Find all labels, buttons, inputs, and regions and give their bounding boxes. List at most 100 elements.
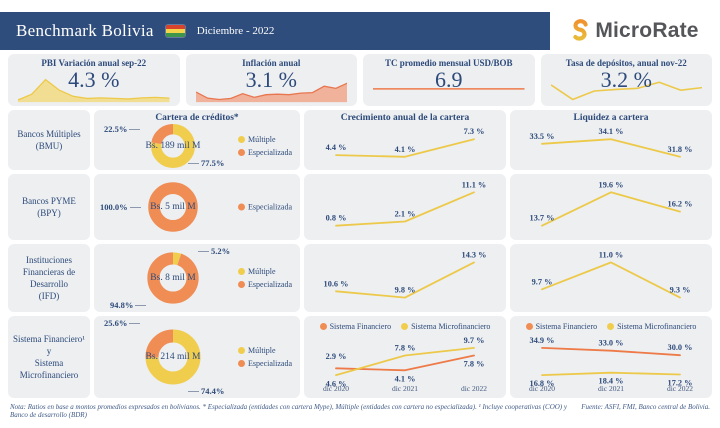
row-label-card: Bancos PYME (BPY) — [8, 174, 90, 240]
line-chart: 13.7 % 19.6 % 16.2 % — [530, 180, 692, 227]
legend-item: Especializada — [238, 203, 292, 212]
callout-text: 25.6% — [104, 318, 128, 328]
sparkline-svg — [551, 73, 703, 103]
data-point-label: 9.3 % — [670, 286, 691, 295]
legend-label: Especializada — [248, 359, 292, 368]
kpi-card: PBI Variación anual sep-22 4.3 % — [8, 54, 180, 106]
legend-item: Sistema Microfinanciero — [401, 322, 490, 331]
line-chart: 0.8 % 2.1 % 11.1 % — [326, 180, 486, 227]
sparkline-svg — [196, 73, 348, 103]
header-left: Benchmark Bolivia Diciembre - 2022 — [0, 12, 550, 50]
source-note: Fuente: ASFI, FMI, Banco central de Boli… — [581, 403, 710, 411]
liquidity-card-content: 33.5 % 34.1 % 31.8 % — [514, 125, 708, 167]
legend-label: Especializada — [248, 148, 292, 157]
legend-item: Múltiple — [238, 267, 292, 276]
data-point-label: 33.0 % — [599, 339, 624, 348]
sparkline-svg — [373, 73, 525, 103]
legend-item: Múltiple — [238, 346, 292, 355]
callout-line — [129, 206, 141, 208]
donut-callout: 5.2% — [196, 246, 230, 256]
data-point-label: 4.6 % — [326, 379, 347, 388]
callout-text: 22.5% — [104, 124, 128, 134]
legend-dot — [238, 203, 246, 211]
data-point-label: 31.8 % — [668, 145, 693, 154]
donut-chart — [147, 252, 199, 304]
data-point-label: 33.5 % — [530, 132, 555, 141]
donut-callout: 100.0% — [100, 202, 143, 212]
data-point-label: 30.0 % — [668, 343, 693, 352]
callout-text: 5.2% — [211, 246, 231, 256]
data-point-label: 16.8 % — [530, 379, 555, 388]
legend-item: Especializada — [238, 280, 292, 289]
kpi-value: 4.3 % — [68, 67, 120, 92]
legend-item: Sistema Financiero — [319, 322, 392, 331]
liquidity-card-content: Sistema Financiero Sistema Microfinancier… — [514, 319, 708, 395]
data-point-label: 0.8 % — [326, 214, 347, 223]
donut-legend: Múltiple Especializada — [238, 135, 292, 157]
growth-card-content: 10.6 % 9.8 % 14.3 % — [308, 247, 502, 309]
donut-legend: Múltiple Especializada — [238, 267, 292, 289]
donut-card: Cartera de créditos* Bs. 189 mil M 22.5% 77… — [94, 110, 300, 170]
footnote: Nota: Ratios en base a montos promedios … — [10, 403, 567, 419]
data-point-label: 18.4 % — [599, 377, 624, 386]
callout-line — [188, 390, 199, 392]
growth-card-content: 4.4 % 4.1 % 7.3 % — [308, 125, 502, 167]
callout-line — [129, 128, 141, 130]
callout-line — [188, 162, 199, 164]
data-point-label: 7.8 % — [464, 360, 485, 369]
x-axis-label: dic 2021 — [392, 384, 418, 393]
kpi-card: Inflación anual 3.1 % — [185, 54, 357, 106]
callout-text: 100.0% — [100, 202, 128, 212]
data-point-label: 34.9 % — [530, 336, 555, 345]
legend-label: Sistema Financiero — [535, 322, 598, 331]
donut-chart — [151, 124, 195, 168]
data-point-label: 9.7 % — [532, 277, 553, 286]
kpi-sparkline — [373, 73, 525, 103]
bolivia-flag-icon — [165, 25, 185, 37]
growth-card: 10.6 % 9.8 % 14.3 % — [304, 244, 506, 312]
data-point-label: 14.3 % — [462, 250, 487, 259]
kpi-sparkline — [196, 73, 348, 103]
legend-dot — [238, 268, 246, 275]
data-point-label: 10.6 % — [324, 279, 349, 288]
donut-center-label: Bs. 214 mil M — [145, 352, 201, 362]
chart-legend: Sistema Financiero Sistema Microfinancier… — [514, 319, 708, 333]
legend-dot — [238, 281, 246, 288]
x-axis-label: dic 2021 — [598, 384, 624, 393]
kpi-row: PBI Variación anual sep-22 4.3 % Inflaci… — [8, 54, 712, 106]
kpi-title: TC promedio mensual USD/BOB — [384, 58, 513, 68]
row-label: Bancos PYME (BPY) — [22, 195, 76, 218]
line-chart: 10.6 % 9.8 % 14.3 % — [324, 250, 487, 299]
donut-card-content: Bs. 189 mil M 22.5% 77.5% Múltiple Especiali… — [98, 124, 296, 168]
legend-item: Especializada — [238, 148, 292, 157]
liquidity-card: Liquidez a cartera 33.5 % 34.1 % 31.8 % — [510, 110, 712, 170]
growth-card: Crecimiento anual de la cartera 4.4 % 4.1 … — [304, 110, 506, 170]
donut-card-content: Bs. 5 mil M 100.0% Especializada — [98, 177, 296, 237]
row-label: Instituciones Financieras de Desarrollo … — [22, 254, 76, 302]
legend-dot — [319, 323, 327, 330]
line-chart: 33.5 % 34.1 % 31.8 % — [530, 127, 693, 158]
line-chart: 4.4 % 4.1 % 7.3 % — [326, 127, 484, 158]
flag-stripe — [165, 29, 185, 33]
donut-callout: 94.8% — [110, 300, 148, 310]
footer: Nota: Ratios en base a montos promedios … — [10, 403, 710, 419]
flag-stripe — [165, 33, 185, 37]
brand-area: MicroRate — [550, 12, 720, 50]
donut-chart — [148, 182, 198, 232]
dashboard: Benchmark Bolivia Diciembre - 2022 Micro… — [0, 12, 720, 428]
donut-legend: Especializada — [238, 203, 292, 212]
donut-callout: 25.6% — [104, 318, 142, 328]
x-axis-label: dic 2022 — [667, 384, 693, 393]
callout-text: 94.8% — [110, 300, 134, 310]
legend-label: Sistema Financiero — [329, 322, 392, 331]
row-label-card: Sistema Financiero¹ y Sistema Microfinan… — [8, 316, 90, 398]
callout-text: 77.5% — [201, 158, 225, 168]
donut-chart — [145, 329, 201, 385]
kpi-card: Tasa de depósitos, anual nov-22 3.2 % — [540, 54, 712, 106]
growth-card: Sistema Financiero Sistema Microfinancier… — [304, 316, 506, 398]
data-point-label: 11.1 % — [462, 180, 486, 189]
donut-center-label: Bs. 8 mil M — [150, 273, 196, 283]
legend-dot — [607, 323, 615, 330]
line-chart: 34.9 % 33.0 % 30.0 %16.8 % 18.4 % 17.2 %dic … — [529, 336, 693, 393]
legend-label: Múltiple — [248, 135, 276, 144]
